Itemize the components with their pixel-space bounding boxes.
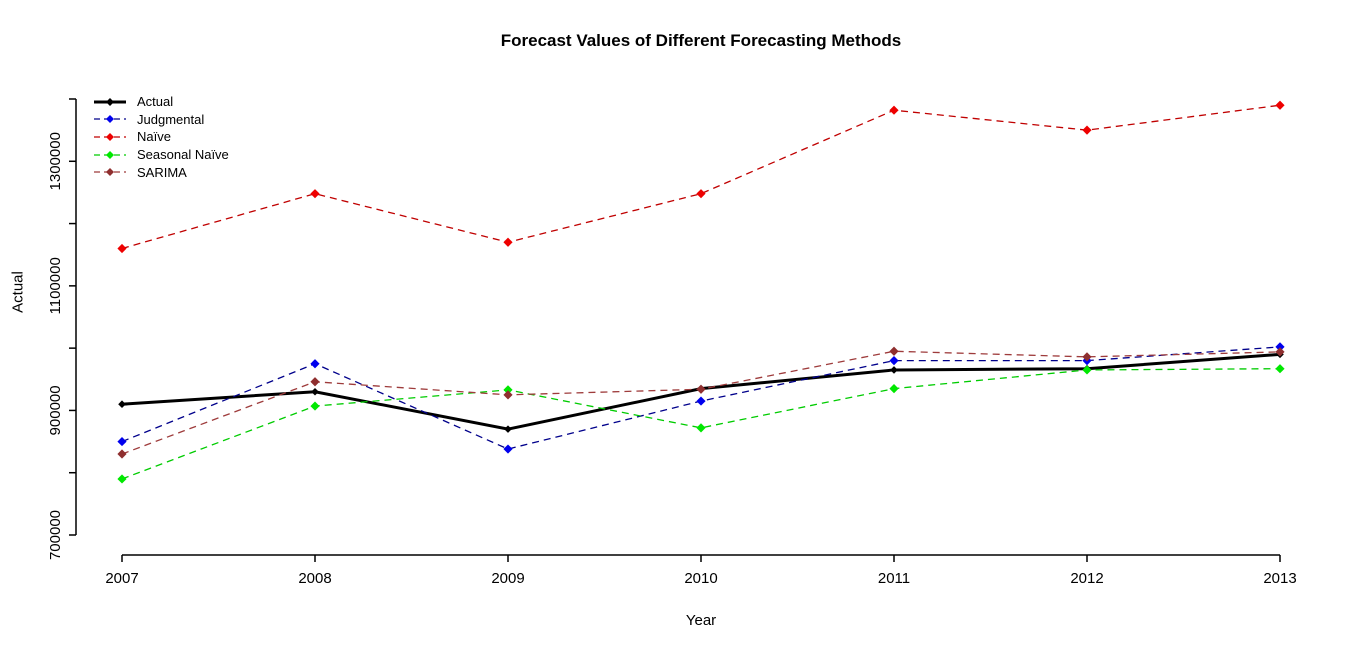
y-tick-label: 1100000 bbox=[47, 257, 64, 314]
data-point-seasonal-na-ve bbox=[503, 385, 513, 395]
data-point-seasonal-na-ve bbox=[1082, 365, 1092, 375]
data-point-sarima bbox=[503, 390, 513, 400]
data-point-seasonal-na-ve bbox=[1275, 364, 1285, 374]
data-point-sarima bbox=[310, 377, 320, 387]
legend-key-icon bbox=[94, 132, 126, 141]
legend-item-na-ve: Naïve bbox=[93, 128, 229, 146]
legend-key-icon bbox=[94, 97, 126, 106]
data-point-actual bbox=[118, 400, 126, 408]
data-point-actual bbox=[890, 366, 898, 374]
legend-key-icon bbox=[94, 168, 126, 177]
data-point-actual bbox=[504, 425, 512, 433]
x-tick-label: 2013 bbox=[1263, 570, 1296, 587]
legend-label-judgmental: Judgmental bbox=[137, 111, 205, 127]
data-point-sarima bbox=[117, 449, 127, 459]
data-point-actual bbox=[311, 387, 319, 396]
data-point-judgmental bbox=[503, 444, 513, 454]
x-tick-label: 2010 bbox=[684, 570, 717, 587]
legend-label-actual: Actual bbox=[137, 94, 174, 110]
x-tick-label: 2007 bbox=[105, 570, 138, 587]
x-tick-label: 2011 bbox=[878, 570, 910, 587]
x-axis: 2007 2008 2009 2010 2011 2012 2013 bbox=[105, 554, 1297, 587]
data-point-seasonal-na-ve bbox=[310, 401, 320, 411]
legend: Actual Judgmental Naïve Seasonal Naïve SARIM… bbox=[93, 93, 229, 181]
legend-label-sarima: SARIMA bbox=[137, 164, 187, 180]
data-point-judgmental bbox=[117, 436, 127, 447]
data-point-sarima bbox=[889, 346, 899, 356]
legend-item-judgmental: Judgmental bbox=[93, 111, 229, 129]
x-tick-label: 2008 bbox=[298, 570, 331, 587]
legend-key-icon bbox=[94, 115, 126, 124]
data-point-seasonal-na-ve bbox=[696, 423, 706, 433]
chart-title: Forecast Values of Different Forecasting… bbox=[500, 31, 902, 50]
data-point-seasonal-na-ve bbox=[889, 384, 899, 394]
series-line-na-ve bbox=[121, 104, 1281, 250]
data-point-na-ve bbox=[1275, 100, 1285, 110]
series-seasonal-na-ve bbox=[117, 364, 1285, 484]
data-point-judgmental bbox=[310, 359, 320, 369]
data-point-sarima bbox=[696, 384, 706, 394]
legend-key-icon bbox=[94, 150, 126, 159]
data-point-na-ve bbox=[117, 243, 127, 254]
series-judgmental bbox=[117, 342, 1285, 454]
series-sarima bbox=[117, 346, 1285, 459]
data-point-judgmental bbox=[1275, 342, 1285, 352]
data-point-judgmental bbox=[696, 396, 706, 406]
legend-label-seasonal-na-ve: Seasonal Naïve bbox=[137, 147, 229, 163]
y-axis: 700000 900000 1100000 1300000 bbox=[47, 98, 77, 560]
legend-label-na-ve: Naïve bbox=[137, 129, 171, 145]
legend-item-sarima: SARIMA bbox=[93, 163, 229, 181]
data-point-na-ve bbox=[503, 237, 513, 247]
data-point-na-ve bbox=[696, 189, 706, 199]
x-tick-label: 2009 bbox=[491, 570, 524, 587]
data-point-sarima bbox=[1082, 352, 1092, 362]
data-point-sarima bbox=[1275, 347, 1285, 357]
legend-item-actual: Actual bbox=[93, 93, 229, 111]
y-tick-label: 900000 bbox=[47, 385, 64, 435]
data-point-na-ve bbox=[310, 189, 320, 199]
y-tick-label: 700000 bbox=[47, 510, 64, 560]
data-point-na-ve bbox=[889, 105, 899, 115]
data-point-na-ve bbox=[1082, 125, 1092, 135]
x-axis-title: Year bbox=[685, 612, 717, 629]
data-point-judgmental bbox=[889, 356, 899, 366]
y-tick-label: 1300000 bbox=[47, 132, 64, 190]
x-tick-label: 2012 bbox=[1070, 570, 1103, 587]
data-point-seasonal-na-ve bbox=[117, 474, 127, 484]
series-na-ve bbox=[117, 100, 1285, 254]
legend-item-seasonal-na-ve: Seasonal Naïve bbox=[93, 146, 229, 164]
